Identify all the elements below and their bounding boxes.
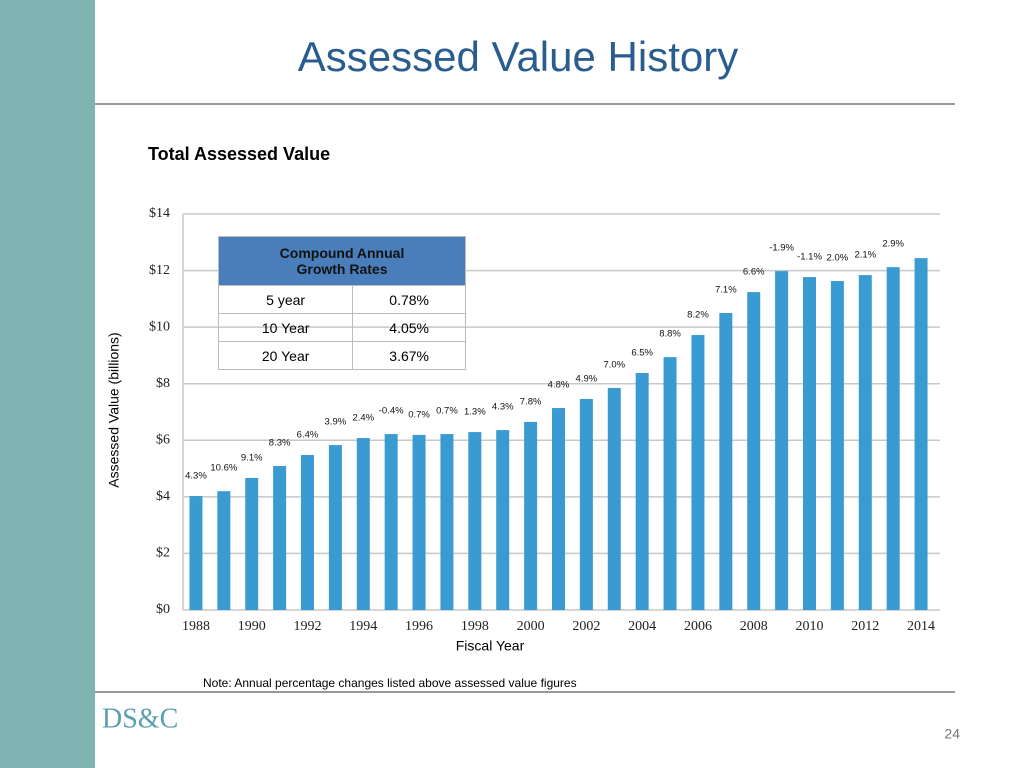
x-tick-label: 2002 [572, 619, 600, 634]
growth-label: -1.1% [797, 252, 822, 263]
x-tick-label: 2008 [740, 619, 768, 634]
growth-label: 6.5% [631, 347, 653, 358]
bar [301, 454, 314, 610]
bar [579, 398, 593, 610]
x-tick-label: 1998 [461, 619, 489, 634]
growth-label: 2.4% [352, 413, 374, 424]
bar [524, 421, 538, 610]
bar [719, 313, 733, 610]
slide-title: Assessed Value History [298, 33, 738, 80]
y-tick-label: $12 [149, 263, 170, 278]
x-axis-label: Fiscal Year [456, 638, 525, 654]
x-tick-label: 2014 [907, 619, 935, 634]
y-tick-label: $6 [156, 433, 170, 448]
growth-label: 3.9% [325, 417, 347, 428]
cell: 20 Year [217, 341, 354, 370]
x-tick-label: 1994 [349, 619, 377, 634]
bar [328, 445, 342, 610]
y-tick-label: $10 [149, 319, 170, 334]
growth-label: 4.3% [185, 471, 207, 482]
bar [217, 491, 231, 610]
x-tick-label: 1996 [405, 619, 433, 634]
cell: 0.78% [352, 285, 466, 314]
bar [356, 438, 370, 610]
cell: 10 Year [217, 313, 354, 342]
bar [273, 466, 287, 610]
y-tick-label: $14 [149, 206, 170, 221]
bar [803, 277, 816, 610]
cell: 5 year [217, 285, 354, 314]
growth-label: 2.0% [827, 253, 849, 264]
growth-label: 2.9% [882, 239, 904, 250]
y-axis-label: Assessed Value (billions) [106, 332, 122, 487]
y-tick-label: $4 [156, 489, 170, 504]
growth-label: 4.8% [548, 380, 570, 391]
bar [914, 258, 928, 610]
growth-label: 0.7% [436, 406, 458, 417]
bar [663, 357, 677, 610]
growth-label: -0.4% [379, 406, 404, 417]
growth-label: 7.1% [715, 285, 737, 296]
x-tick-label: 2010 [796, 619, 824, 634]
bar [830, 281, 844, 610]
bar [886, 267, 900, 610]
bar [440, 434, 454, 610]
cell: 3.67% [352, 341, 466, 370]
bar [245, 477, 259, 610]
bar [747, 292, 761, 610]
y-tick-label: $0 [156, 602, 170, 617]
bar [607, 387, 621, 610]
growth-table: Compound Annual Growth Rates 5 year 0.78%… [217, 236, 466, 370]
growth-label: 1.3% [464, 407, 486, 418]
growth-label: 0.7% [408, 409, 430, 420]
growth-label: 8.3% [269, 438, 291, 449]
bar [384, 434, 398, 610]
bar [412, 434, 426, 610]
x-tick-label: 2012 [851, 619, 879, 634]
x-tick-label: 2004 [628, 619, 656, 634]
x-tick-label: 2006 [684, 619, 712, 634]
growth-label: 8.8% [659, 329, 681, 340]
logo: DS&C [102, 703, 178, 734]
table-header: Compound Annual Growth Rates [218, 236, 466, 286]
bar [775, 271, 789, 610]
bar [468, 432, 482, 610]
growth-label: 7.0% [603, 359, 625, 370]
growth-label: 4.3% [492, 402, 514, 413]
bar [691, 335, 705, 610]
growth-label: 6.6% [743, 267, 765, 278]
growth-label: -1.9% [769, 243, 794, 254]
x-tick-label: 1990 [238, 619, 266, 634]
growth-label: 4.9% [576, 374, 598, 385]
x-tick-label: 1992 [294, 619, 322, 634]
chart-title: Total Assessed Value [148, 144, 330, 164]
bar [635, 372, 649, 610]
x-tick-label: 1988 [182, 619, 210, 634]
y-tick-label: $2 [156, 546, 170, 561]
cell: 4.05% [352, 313, 466, 342]
growth-label: 2.1% [854, 250, 876, 261]
page-number: 24 [944, 726, 960, 742]
x-tick-label: 2000 [517, 619, 545, 634]
side-bar [0, 0, 95, 768]
growth-label: 9.1% [241, 452, 263, 463]
bar [552, 408, 565, 610]
growth-label: 8.2% [687, 310, 709, 321]
note: Note: Annual percentage changes listed a… [203, 676, 577, 690]
growth-label: 6.4% [297, 430, 319, 441]
growth-label: 10.6% [210, 463, 237, 474]
bar [858, 275, 872, 610]
growth-label: 7.8% [520, 396, 542, 407]
y-tick-label: $8 [156, 376, 170, 391]
bar [496, 430, 510, 610]
bar [189, 496, 203, 610]
